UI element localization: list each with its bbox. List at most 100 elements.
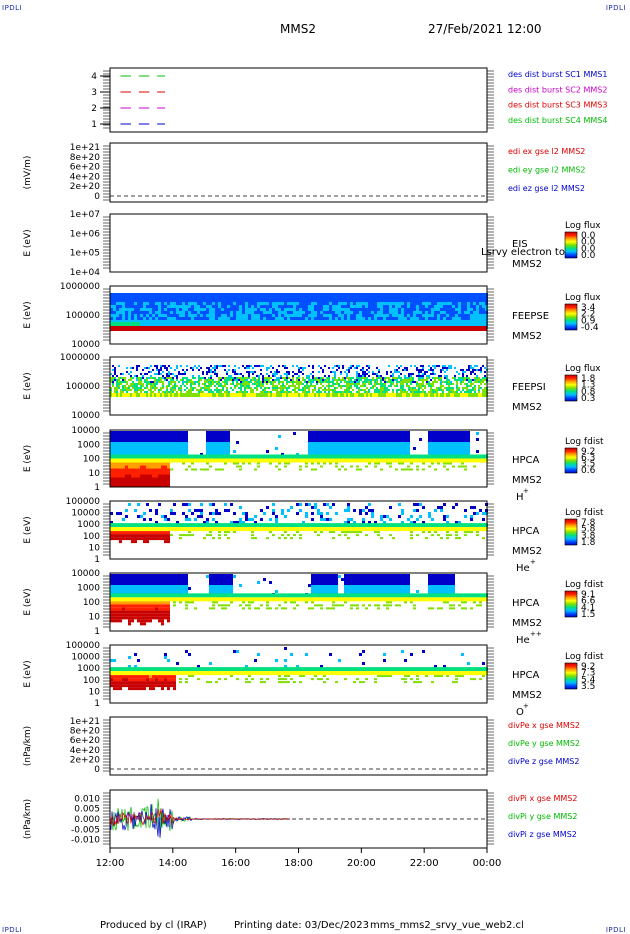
feepsi-green-pixel [484,383,486,385]
hpca_h-cap-pixel [113,431,116,434]
feepse-pixel [389,311,392,314]
feepse-pixel [356,311,359,314]
feepsi-sparse-pixel [358,373,360,375]
hpca_h-early-pixel [128,465,131,469]
feepsi-sparse-pixel [280,377,282,379]
hpca_h-fringe-pixel [317,462,320,465]
feepsi-sparse-pixel [286,375,288,377]
feepse-pixel [137,317,140,320]
hpca_h-cap-pixel [146,440,149,443]
edi-ytick-label: 0 [94,192,100,202]
feepsi-green-pixel [286,387,288,389]
feepse-pixel [434,296,437,299]
feepsi-sparse-pixel [460,369,462,371]
hpca_h-fringe-pixel [182,462,185,465]
hpca_h-band-yellow [173,458,176,463]
feepse-pixel [125,317,128,320]
feepsi-green-pixel [464,387,466,389]
feepsi-green-pixel [422,391,424,393]
feepse-pixel [407,311,410,314]
feepse-pixel [245,323,248,326]
hpca_h-early-pixel [122,462,125,466]
hpca_h-cap-pixel [158,431,161,434]
hpca_h-early-pixel [128,480,131,484]
feepsi-green-pixel [364,385,366,387]
feepsi-green-pixel [268,381,270,383]
feepsi-green-pixel [412,387,414,389]
hpca_h-band-yellow [281,458,284,463]
feepse-pixel [446,320,449,323]
hpca_h-band-yellow [164,458,167,463]
feepsi-green-pixel [278,383,280,385]
feepse-pixel [242,311,245,314]
feepse-pixel [140,296,143,299]
hpca_he-early-pixel [131,531,134,535]
hpca_h-early-pixel [140,471,143,475]
feepsi-colorbar-tick-label: 1.8 [581,374,596,384]
feepsi-green-pixel [478,381,480,383]
feepsi-band-pixel [368,393,370,397]
feepsi-green-pixel [224,391,226,393]
feepse-pixel [461,323,464,326]
hpca_h-cyan-pixel [380,448,383,451]
feepse-pixel [419,323,422,326]
feepse-pixel [182,323,185,326]
feepse-pixel [143,293,146,296]
hpca_h-cap-pixel [209,434,212,437]
feepsi-green-pixel [136,383,138,385]
hpca_h-cap-pixel [350,431,353,434]
feepsi-band-pixel [480,393,482,397]
hpca_h-fringe-pixel [329,462,332,465]
feepsi-band-pixel [212,393,214,397]
feepsi-green-pixel [138,383,140,385]
feepsi-green-pixel [452,377,454,379]
feepsi-sparse-pixel [418,369,420,371]
feepsi-green-pixel [420,383,422,385]
feepse-pixel [470,308,473,311]
feepsi-sparse-pixel [172,377,174,379]
feepse-pixel [254,323,257,326]
feepsi-green-pixel [418,385,420,387]
feepsi-green-pixel [400,391,402,393]
feepsi-green-pixel [128,385,130,387]
feepse-pixel [359,299,362,302]
feepse-pixel [173,308,176,311]
feepsi-green-pixel [286,381,288,383]
feepsi-sparse-pixel [318,377,320,379]
feepse-pixel [368,299,371,302]
feepse-pixel [158,320,161,323]
hpca_h-early-pixel [140,468,143,472]
feepse-pixel [206,302,209,305]
feepse-pixel [326,311,329,314]
feepse-pixel [431,299,434,302]
hpca_h-cap-pixel [146,434,149,437]
feepsi-sparse-pixel [332,371,334,373]
feepse-pixel [218,323,221,326]
feepse-pixel [212,305,215,308]
feepse-pixel [128,302,131,305]
feepsi-green-pixel [228,391,230,393]
feepsi-green-pixel [228,379,230,381]
feepse-pixel [431,305,434,308]
feepsi-green-pixel [114,389,116,391]
feepse-pixel [137,314,140,317]
hpca_he-band-yellow [110,527,113,532]
hpca_h-cap-pixel [143,437,146,440]
feepsi-band-pixel [374,393,376,397]
feepsi-green-pixel [350,377,352,379]
feepsi-green-pixel [392,391,394,393]
hpca_h-cap-pixel [335,440,338,443]
hpca_h-cyan-pixel [434,442,437,445]
feepsi-green-pixel [146,377,148,379]
feepse-pixel [254,317,257,320]
hpca_h-band-green [446,454,449,459]
hpca_h-cyan-pixel [212,445,215,448]
feepse-pixel [308,308,311,311]
hpca_h-early-pixel [137,474,140,478]
feepsi-green-pixel [276,387,278,389]
hpca_h-cyan-pixel [311,451,314,454]
hpca_he-band-green [149,523,152,528]
feepsi-sparse-pixel [262,379,264,381]
feepse-pixel [374,317,377,320]
